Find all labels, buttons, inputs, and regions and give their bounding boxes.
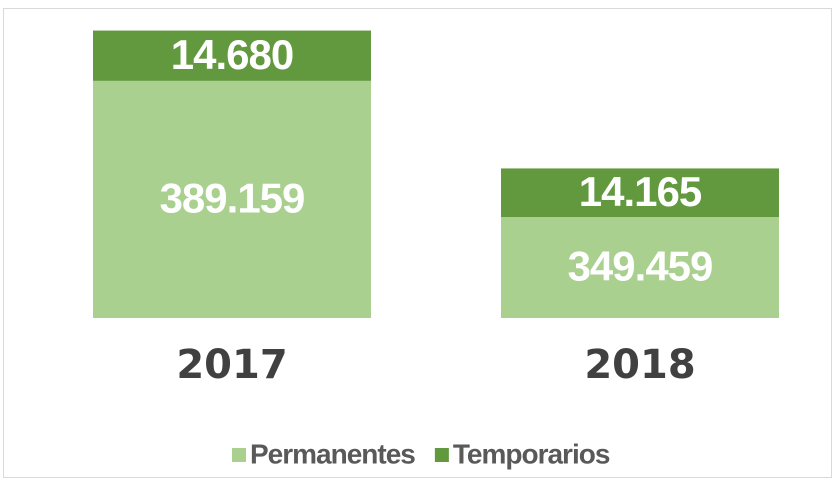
legend-label: Permanentes [250, 438, 415, 469]
legend-swatch [232, 448, 246, 462]
data-label: 14.165 [579, 168, 702, 215]
data-label: 389.159 [160, 175, 305, 222]
bar-segment [501, 216, 779, 318]
data-label: 349.459 [568, 243, 713, 290]
legend-label: Temporarios [453, 438, 610, 469]
bar-segment [501, 168, 779, 217]
data-label: 14.680 [171, 31, 293, 78]
x-tick-label: 2017 [176, 342, 287, 388]
legend-swatch [434, 448, 449, 462]
x-tick-label: 2018 [584, 342, 695, 388]
bar-segment [93, 80, 371, 319]
bar-segment [93, 30, 371, 81]
